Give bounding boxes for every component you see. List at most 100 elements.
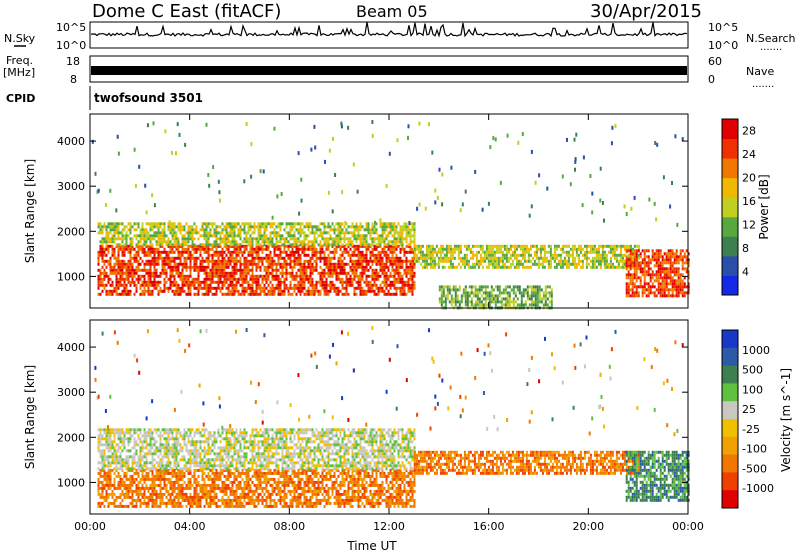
heatmap-cell	[219, 243, 222, 247]
heatmap-cell	[307, 228, 310, 232]
heatmap-cell	[131, 265, 134, 269]
heatmap-cell	[155, 234, 158, 238]
heatmap-cell	[149, 268, 152, 272]
heatmap-cell	[199, 468, 202, 472]
heatmap-cell	[454, 288, 457, 292]
heatmap-cell	[675, 258, 678, 262]
heatmap-cell	[533, 250, 536, 254]
heatmap-cell	[209, 231, 212, 235]
heatmap-cell	[583, 253, 586, 257]
heatmap-cell	[541, 244, 544, 248]
heatmap-cell	[435, 253, 438, 257]
heatmap-cell	[259, 222, 262, 226]
y-tick-label: 3000	[57, 180, 85, 193]
heatmap-cell	[619, 250, 622, 254]
heatmap-cell	[113, 483, 116, 487]
heatmap-cell	[137, 480, 140, 484]
heatmap-cell	[161, 250, 164, 254]
heatmap-cell	[167, 253, 170, 257]
heatmap-cell	[185, 265, 188, 269]
heatmap-cell	[497, 250, 500, 254]
heatmap-cell	[109, 483, 112, 487]
heatmap-cell	[498, 294, 501, 298]
heatmap-cell	[561, 174, 564, 179]
heatmap-cell	[211, 222, 214, 226]
heatmap-cell	[159, 225, 162, 229]
heatmap-cell	[405, 240, 408, 244]
heatmap-cell	[175, 234, 178, 238]
heatmap-cell	[631, 264, 634, 268]
heatmap-cell	[559, 259, 562, 263]
heatmap-cell	[199, 498, 202, 502]
heatmap-cell	[159, 256, 162, 260]
heatmap-cell	[247, 280, 250, 284]
heatmap-cell	[311, 256, 314, 260]
heatmap-cell	[123, 271, 126, 275]
heatmap-cell	[359, 253, 362, 257]
heatmap-cell	[409, 234, 412, 238]
heatmap-cell	[207, 231, 210, 235]
heatmap-cell	[325, 225, 328, 229]
heatmap-cell	[597, 244, 600, 248]
heatmap-cell	[271, 243, 274, 247]
heatmap-cell	[319, 292, 322, 296]
heatmap-cell	[514, 294, 517, 298]
heatmap-cell	[103, 274, 106, 278]
heatmap-cell	[249, 292, 252, 296]
heatmap-cell	[485, 253, 488, 257]
heatmap-cell	[485, 256, 488, 260]
heatmap-cell	[281, 268, 284, 272]
heatmap-cell	[147, 237, 150, 241]
heatmap-cell	[197, 277, 200, 281]
heatmap-cell	[141, 243, 144, 247]
heatmap-cell	[633, 273, 636, 277]
heatmap-cell	[218, 190, 221, 195]
heatmap-cell	[177, 471, 180, 475]
heatmap-cell	[255, 274, 258, 278]
heatmap-cell	[625, 255, 628, 259]
heatmap-cell	[337, 228, 340, 232]
heatmap-cell	[149, 289, 152, 293]
heatmap-cell	[391, 259, 394, 263]
heatmap-cell	[451, 262, 454, 266]
heatmap-cell	[153, 234, 156, 238]
heatmap-cell	[629, 261, 632, 265]
heatmap-cell	[497, 244, 500, 248]
heatmap-cell	[159, 234, 162, 238]
heatmap-cell	[273, 259, 276, 263]
heatmap-cell	[647, 285, 650, 289]
heatmap-cell	[299, 225, 302, 229]
heatmap-cell	[219, 265, 222, 269]
heatmap-cell	[543, 247, 546, 251]
heatmap-cell	[575, 262, 578, 266]
heatmap-cell	[179, 277, 182, 281]
heatmap-cell	[609, 256, 612, 260]
heatmap-cell	[217, 179, 220, 184]
heatmap-cell	[633, 282, 636, 286]
heatmap-cell	[195, 504, 198, 508]
heatmap-cell	[517, 259, 520, 263]
heatmap-cell	[143, 247, 146, 251]
heatmap-cell	[265, 228, 268, 232]
heatmap-cell	[505, 247, 508, 251]
heatmap-cell	[151, 292, 154, 296]
heatmap-cell	[241, 280, 244, 284]
heatmap-cell	[469, 265, 472, 269]
heatmap-cell	[541, 247, 544, 251]
colorbar-tick-label: 8	[742, 242, 749, 255]
heatmap-cell	[313, 243, 316, 247]
heatmap-cell	[235, 253, 238, 257]
heatmap-cell	[163, 480, 166, 484]
heatmap-cell	[203, 237, 206, 241]
heatmap-cell	[601, 201, 604, 205]
heatmap-cell	[243, 179, 246, 184]
heatmap-cell	[107, 280, 110, 284]
heatmap-cell	[153, 231, 156, 235]
heatmap-cell	[575, 265, 578, 269]
heatmap-cell	[480, 285, 483, 289]
heatmap-cell	[490, 288, 493, 292]
heatmap-cell	[215, 504, 218, 508]
heatmap-cell	[671, 288, 674, 292]
heatmap-cell	[161, 234, 164, 238]
heatmap-cell	[611, 247, 614, 251]
